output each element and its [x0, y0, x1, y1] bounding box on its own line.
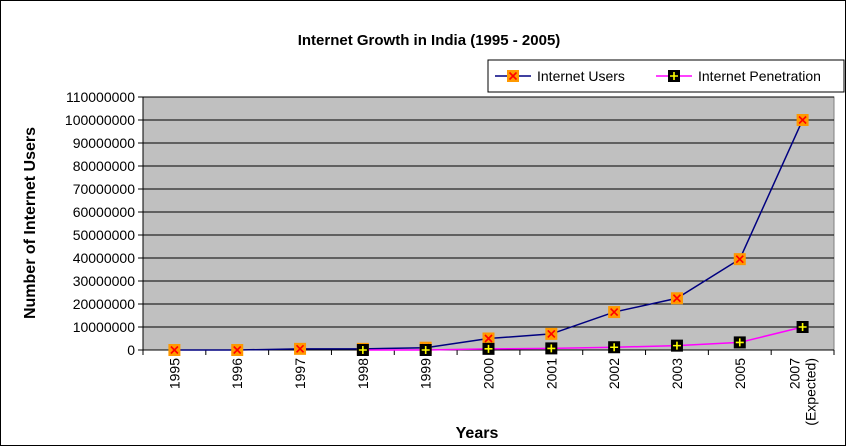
- data-point: [796, 321, 809, 333]
- data-point: [796, 114, 809, 126]
- legend-label-0: Internet Users: [537, 68, 625, 84]
- x-tick-label: (Expected): [803, 358, 819, 426]
- marker-plus-glyph: [672, 341, 681, 350]
- legend-marker-1: [668, 70, 680, 82]
- data-point: [545, 342, 558, 355]
- x-tick-label: 1999: [418, 358, 434, 389]
- y-tick-label: 80000000: [73, 158, 136, 174]
- data-point: [670, 339, 683, 352]
- marker-plus-glyph: [610, 343, 619, 352]
- y-tick-label: 20000000: [73, 296, 136, 312]
- marker-x-glyph: [484, 334, 493, 343]
- y-tick-label: 30000000: [73, 273, 136, 289]
- x-tick-label: 2007: [787, 358, 803, 389]
- x-tick-label: 1995: [166, 358, 182, 389]
- marker-x-glyph: [233, 345, 242, 355]
- data-point: [231, 344, 244, 356]
- marker-plus-glyph: [670, 72, 678, 80]
- series-markers: [168, 114, 809, 356]
- marker-plus-glyph: [735, 338, 744, 347]
- marker-x-glyph: [610, 307, 619, 317]
- x-tick-label: 1996: [229, 358, 245, 389]
- data-point: [482, 332, 495, 345]
- data-point: [356, 344, 369, 356]
- marker-plus-glyph: [484, 344, 493, 353]
- x-axis-title: Years: [456, 425, 499, 442]
- x-tick-label: 2005: [732, 358, 748, 389]
- data-point: [294, 342, 307, 355]
- y-tick-label: 40000000: [73, 250, 136, 266]
- data-point: [482, 342, 495, 355]
- y-tick-label: 10000000: [73, 319, 136, 335]
- x-tick-label: 2001: [543, 358, 559, 389]
- marker-plus-glyph: [798, 323, 807, 331]
- data-point: [733, 253, 746, 266]
- marker-x-glyph: [547, 329, 556, 338]
- y-axis-title: Number of Internet Users: [22, 127, 39, 319]
- marker-x-glyph: [735, 255, 744, 264]
- y-tick-label: 70000000: [73, 181, 136, 197]
- marker-x-glyph: [672, 294, 682, 303]
- legend-marker-0: [507, 70, 519, 82]
- marker-plus-glyph: [547, 344, 556, 353]
- x-tick-label: 1998: [355, 358, 371, 389]
- chart-legend: Internet Users Internet Penetration: [487, 59, 845, 93]
- x-tick-label: 2002: [606, 358, 622, 389]
- marker-plus-glyph: [421, 346, 430, 354]
- y-tick-label: 60000000: [73, 204, 136, 220]
- x-tick-label: 1997: [292, 358, 308, 389]
- y-axis-ticks: 0 10000000 20000000 30000000 40000000 5000000…: [65, 89, 834, 358]
- marker-x-glyph: [798, 115, 807, 125]
- data-point: [608, 306, 621, 319]
- y-tick-label: 110000000: [66, 89, 135, 105]
- y-tick-label: 100000000: [65, 112, 135, 128]
- x-axis-ticks: 1995 1996 1997 1998 1999 2000 2001 2002 2003 2005…: [142, 350, 835, 426]
- marker-x-glyph: [295, 344, 305, 353]
- data-point: [419, 344, 432, 356]
- plot-area: [142, 96, 835, 351]
- y-tick-label: 90000000: [73, 135, 136, 151]
- y-tick-label: 50000000: [73, 227, 136, 243]
- x-tick-label: 2000: [481, 358, 497, 389]
- marker-x-glyph: [508, 71, 518, 81]
- marker-plus-glyph: [358, 346, 367, 354]
- data-point: [545, 327, 558, 340]
- data-point: [733, 336, 746, 349]
- legend-label-1: Internet Penetration: [698, 68, 821, 84]
- data-point: [608, 341, 621, 354]
- x-tick-label: 2003: [669, 358, 685, 389]
- marker-x-glyph: [170, 345, 179, 355]
- series-line-1: [362, 326, 803, 351]
- chart-title: Internet Growth in India (1995 - 2005): [298, 32, 561, 49]
- data-point: [670, 292, 683, 305]
- data-point: [168, 344, 181, 356]
- y-tick-label: 0: [127, 342, 135, 358]
